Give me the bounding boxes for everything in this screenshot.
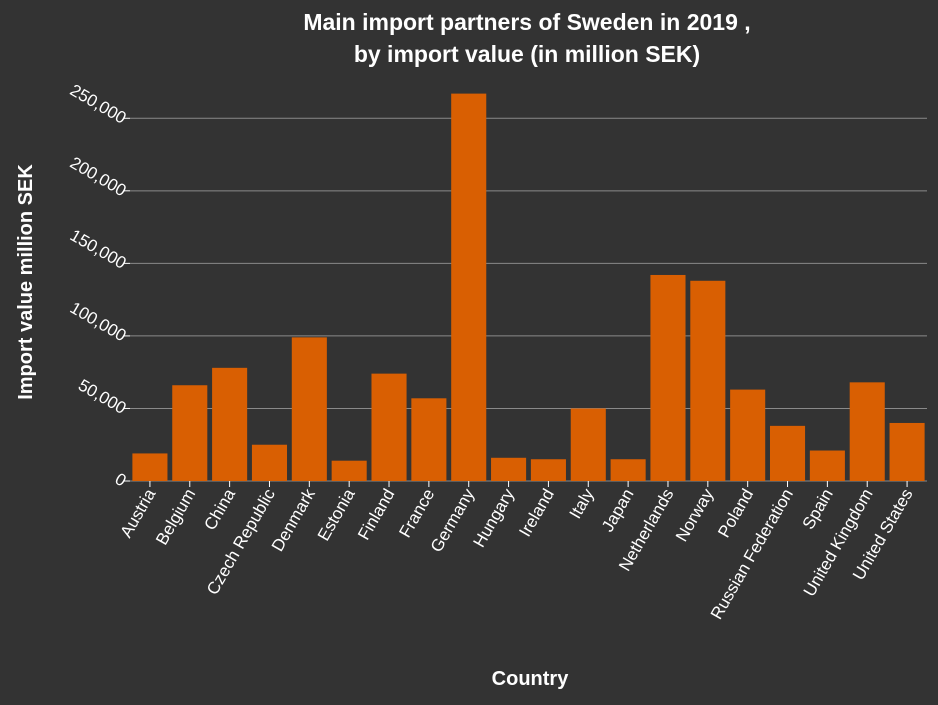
x-tick-label: Finland xyxy=(354,486,398,544)
y-tick-label: 50,000 xyxy=(75,375,130,417)
bar-austria xyxy=(132,453,168,481)
bars xyxy=(132,93,925,481)
chart-title-line-2: by import value (in million SEK) xyxy=(354,41,700,67)
y-tick-label: 250,000 xyxy=(67,81,130,128)
y-axis-title: Import value million SEK xyxy=(15,164,37,400)
bar-finland xyxy=(371,373,407,481)
x-tick-label: Japan xyxy=(598,486,638,536)
bar-netherlands xyxy=(650,274,686,481)
bar-hungary xyxy=(491,457,527,481)
y-tick-label: 150,000 xyxy=(67,226,130,273)
bar-france xyxy=(411,398,447,481)
x-axis-title: Country xyxy=(492,668,570,690)
bar-estonia xyxy=(331,460,367,481)
bar-germany xyxy=(451,93,487,481)
bar-china xyxy=(212,367,248,481)
y-tick-label: 200,000 xyxy=(67,153,130,200)
x-tick-label: Italy xyxy=(566,485,598,522)
x-tick-label: Austria xyxy=(116,485,159,541)
x-tick-label: France xyxy=(395,486,438,541)
y-tick-label: 0 xyxy=(112,469,130,490)
x-tick-label: Russian Federation xyxy=(707,486,797,623)
y-tick-label: 100,000 xyxy=(67,298,130,345)
bar-norway xyxy=(690,280,726,481)
bar-denmark xyxy=(291,337,327,481)
chart-title-line-1: Main import partners of Sweden in 2019 , xyxy=(303,9,750,35)
x-tick-label: Spain xyxy=(799,486,837,533)
bar-united-states xyxy=(889,422,925,481)
bar-italy xyxy=(570,408,606,481)
x-tick-label: Poland xyxy=(714,486,757,541)
bar-russian-federation xyxy=(769,425,806,481)
gridlines xyxy=(130,117,927,482)
x-tick-label: Ireland xyxy=(515,486,557,541)
bar-spain xyxy=(809,450,845,481)
bar-ireland xyxy=(530,459,566,481)
bar-belgium xyxy=(172,385,208,481)
bar-united-kingdom xyxy=(849,382,885,481)
bar-poland xyxy=(730,389,766,481)
y-axis-ticks: 0 50,000 100,000 150,000 200,000 250,000 xyxy=(67,81,130,490)
x-tick-label: Norway xyxy=(672,485,718,545)
x-tick-label: Estonia xyxy=(314,485,359,544)
x-tick-label: China xyxy=(200,485,239,533)
bar-japan xyxy=(610,459,646,481)
bar-czech-republic xyxy=(251,444,288,481)
